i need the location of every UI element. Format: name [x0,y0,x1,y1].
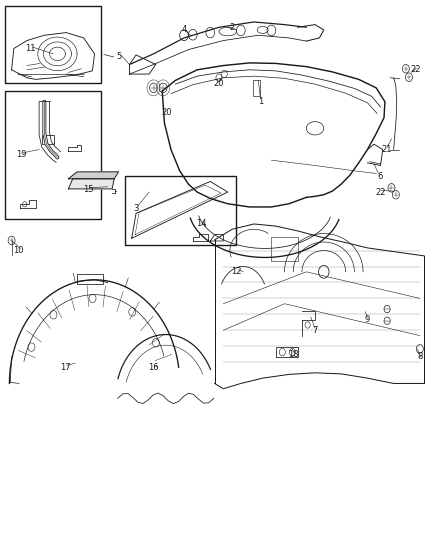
Text: 9: 9 [365,315,370,324]
Text: 20: 20 [161,108,172,117]
Bar [5,6,101,83]
Text: 11: 11 [25,44,35,53]
Text: 14: 14 [196,220,207,229]
Text: 18: 18 [288,350,299,359]
Bar [42,135,54,144]
Text: 21: 21 [382,145,392,154]
Bar [77,274,103,284]
Text: 2: 2 [230,23,235,32]
Text: 1: 1 [258,97,263,106]
Bar [5,91,101,219]
Polygon shape [68,172,119,179]
Text: 12: 12 [231,268,242,276]
Text: 22: 22 [410,66,421,74]
Bar [272,237,297,261]
Text: 17: 17 [60,363,71,372]
Text: 22: 22 [375,188,386,197]
Text: 10: 10 [13,246,23,255]
Text: 4: 4 [181,26,187,35]
Text: 5: 5 [116,52,121,61]
Text: 3: 3 [133,204,139,213]
Text: 8: 8 [417,352,423,361]
Text: 7: 7 [312,326,318,335]
Polygon shape [68,179,114,189]
Bar [125,176,237,245]
Text: 15: 15 [83,185,93,194]
Text: 16: 16 [148,363,159,372]
Text: 19: 19 [16,150,27,159]
Text: 20: 20 [214,78,224,87]
Text: 6: 6 [378,172,383,181]
Bar [253,80,260,96]
